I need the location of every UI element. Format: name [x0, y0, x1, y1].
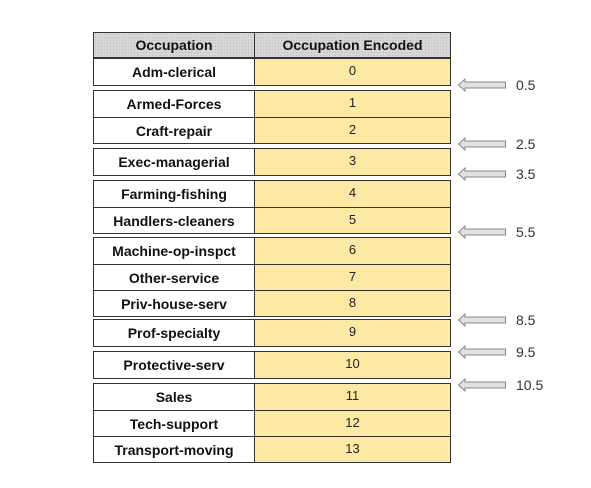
table-row: Sales 11	[94, 384, 450, 410]
occupation-cell: Protective-serv	[94, 352, 255, 378]
occupation-cell: Sales	[94, 384, 255, 410]
encoded-value-cell: 5	[255, 208, 450, 233]
table-row: Priv-house-serv 8	[94, 290, 450, 316]
category-group: Sales 11 Tech-support 12 Transport-moving 13	[93, 383, 451, 463]
table-row: Machine-op-inspct 6	[94, 238, 450, 264]
left-arrow-icon	[458, 345, 506, 359]
encoded-value-cell: 9	[255, 320, 450, 346]
encoded-value-cell: 13	[255, 437, 450, 462]
occupation-cell: Farming-fishing	[94, 181, 255, 207]
encoded-value-cell: 2	[255, 118, 450, 143]
encoded-value-cell: 1	[255, 91, 450, 117]
table-row: Adm-clerical 0	[94, 59, 450, 85]
occupation-cell: Machine-op-inspct	[94, 238, 255, 264]
table-row: Exec-managerial 3	[94, 149, 450, 175]
occupation-cell: Adm-clerical	[94, 59, 255, 85]
table-row: Other-service 7	[94, 264, 450, 290]
threshold-value: 0.5	[516, 77, 536, 93]
occupation-cell: Craft-repair	[94, 118, 255, 143]
table-header: Occupation Occupation Encoded	[93, 32, 451, 58]
threshold-marker: 3.5	[458, 166, 536, 182]
threshold-value: 9.5	[516, 344, 536, 360]
encoded-value-cell: 6	[255, 238, 450, 264]
threshold-value: 3.5	[516, 166, 536, 182]
occupation-cell: Prof-specialty	[94, 320, 255, 346]
category-group: Adm-clerical 0	[93, 58, 451, 86]
encoded-value-cell: 3	[255, 149, 450, 175]
table-row: Handlers-cleaners 5	[94, 207, 450, 233]
category-group: Machine-op-inspct 6 Other-service 7 Priv-hou…	[93, 237, 451, 317]
category-group: Armed-Forces 1 Craft-repair 2	[93, 90, 451, 144]
table-row: Prof-specialty 9	[94, 320, 450, 346]
table-row: Protective-serv 10	[94, 352, 450, 378]
encoded-value-cell: 12	[255, 411, 450, 436]
left-arrow-icon	[458, 167, 506, 181]
occupation-column-header: Occupation	[94, 33, 255, 57]
encoded-value-cell: 0	[255, 59, 450, 85]
left-arrow-icon	[458, 225, 506, 239]
threshold-value: 2.5	[516, 136, 536, 152]
category-group: Exec-managerial 3	[93, 148, 451, 176]
category-group: Prof-specialty 9	[93, 319, 451, 347]
left-arrow-icon	[458, 78, 506, 92]
left-arrow-icon	[458, 137, 506, 151]
occupation-cell: Tech-support	[94, 411, 255, 436]
occupation-cell: Handlers-cleaners	[94, 208, 255, 233]
occupation-cell: Armed-Forces	[94, 91, 255, 117]
occupation-cell: Priv-house-serv	[94, 291, 255, 316]
threshold-marker: 2.5	[458, 136, 536, 152]
table-row: Armed-Forces 1	[94, 91, 450, 117]
encoded-value-cell: 8	[255, 291, 450, 316]
table-row: Craft-repair 2	[94, 117, 450, 143]
encoded-column-header: Occupation Encoded	[282, 37, 423, 53]
occupation-cell: Transport-moving	[94, 437, 255, 462]
occupation-cell: Other-service	[94, 265, 255, 290]
occupation-cell: Exec-managerial	[94, 149, 255, 175]
category-group: Protective-serv 10	[93, 351, 451, 379]
encoded-value-cell: 11	[255, 384, 450, 410]
table-row: Tech-support 12	[94, 410, 450, 436]
left-arrow-icon	[458, 313, 506, 327]
threshold-marker: 0.5	[458, 77, 536, 93]
table-row: Transport-moving 13	[94, 436, 450, 462]
encoded-value-cell: 4	[255, 181, 450, 207]
left-arrow-icon	[458, 378, 506, 392]
threshold-marker: 9.5	[458, 344, 536, 360]
threshold-marker: 10.5	[458, 377, 544, 393]
encoded-value-cell: 7	[255, 265, 450, 290]
threshold-value: 10.5	[516, 377, 544, 393]
threshold-marker: 5.5	[458, 224, 536, 240]
threshold-marker: 8.5	[458, 312, 536, 328]
threshold-value: 8.5	[516, 312, 536, 328]
table-row: Farming-fishing 4	[94, 181, 450, 207]
encoded-value-cell: 10	[255, 352, 450, 378]
threshold-value: 5.5	[516, 224, 536, 240]
category-group: Farming-fishing 4 Handlers-cleaners 5	[93, 180, 451, 234]
